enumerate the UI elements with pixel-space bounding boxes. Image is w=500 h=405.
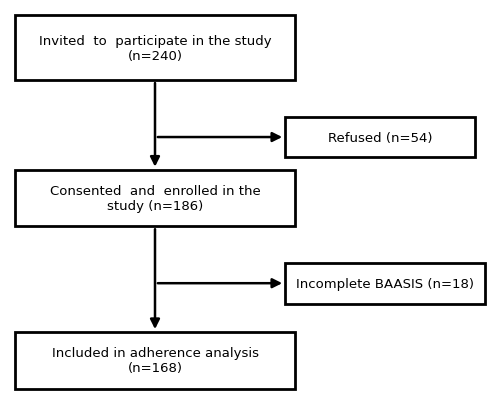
Text: Incomplete BAASIS (n=18): Incomplete BAASIS (n=18) [296,277,474,290]
FancyBboxPatch shape [15,170,295,227]
FancyBboxPatch shape [15,16,295,81]
Text: Refused (n=54): Refused (n=54) [328,131,432,144]
FancyBboxPatch shape [15,332,295,389]
FancyBboxPatch shape [285,117,475,158]
FancyBboxPatch shape [285,263,485,304]
Text: Consented  and  enrolled in the
study (n=186): Consented and enrolled in the study (n=1… [50,185,260,212]
Text: Invited  to  participate in the study
(n=240): Invited to participate in the study (n=2… [38,35,272,62]
Text: Included in adherence analysis
(n=168): Included in adherence analysis (n=168) [52,347,258,374]
